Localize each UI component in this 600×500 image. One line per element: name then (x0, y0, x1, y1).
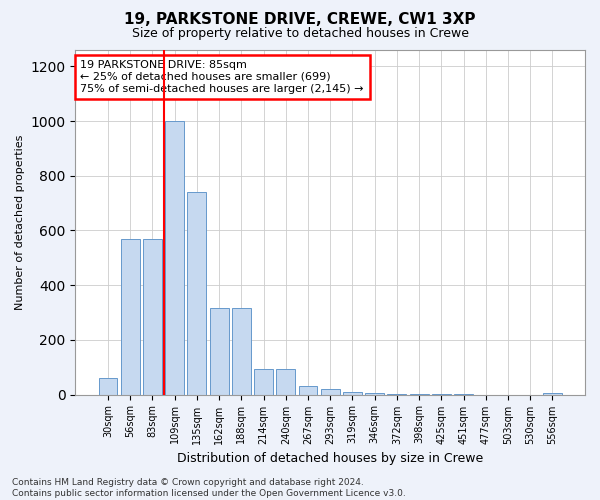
Bar (98, 378, 118, 394)
X-axis label: Distribution of detached houses by size in Crewe: Distribution of detached houses by size … (177, 452, 484, 465)
Bar (209, 308, 229, 394)
Text: Contains HM Land Registry data © Crown copyright and database right 2024.
Contai: Contains HM Land Registry data © Crown c… (12, 478, 406, 498)
Text: 19, PARKSTONE DRIVE, CREWE, CW1 3XP: 19, PARKSTONE DRIVE, CREWE, CW1 3XP (124, 12, 476, 28)
Bar (277, 368, 295, 394)
Bar (187, 192, 206, 394)
Bar (121, 238, 140, 394)
Bar (165, 121, 184, 394)
Text: Size of property relative to detached houses in Crewe: Size of property relative to detached ho… (131, 28, 469, 40)
Bar (232, 308, 251, 394)
Y-axis label: Number of detached properties: Number of detached properties (15, 134, 25, 310)
Bar (299, 386, 317, 394)
Bar (343, 392, 362, 394)
Text: 19 PARKSTONE DRIVE: 85sqm
← 25% of detached houses are smaller (699)
75% of semi: 19 PARKSTONE DRIVE: 85sqm ← 25% of detac… (80, 60, 364, 94)
Bar (143, 238, 162, 394)
Bar (254, 368, 273, 394)
Bar (543, 393, 562, 394)
Bar (321, 389, 340, 394)
Bar (365, 393, 384, 394)
